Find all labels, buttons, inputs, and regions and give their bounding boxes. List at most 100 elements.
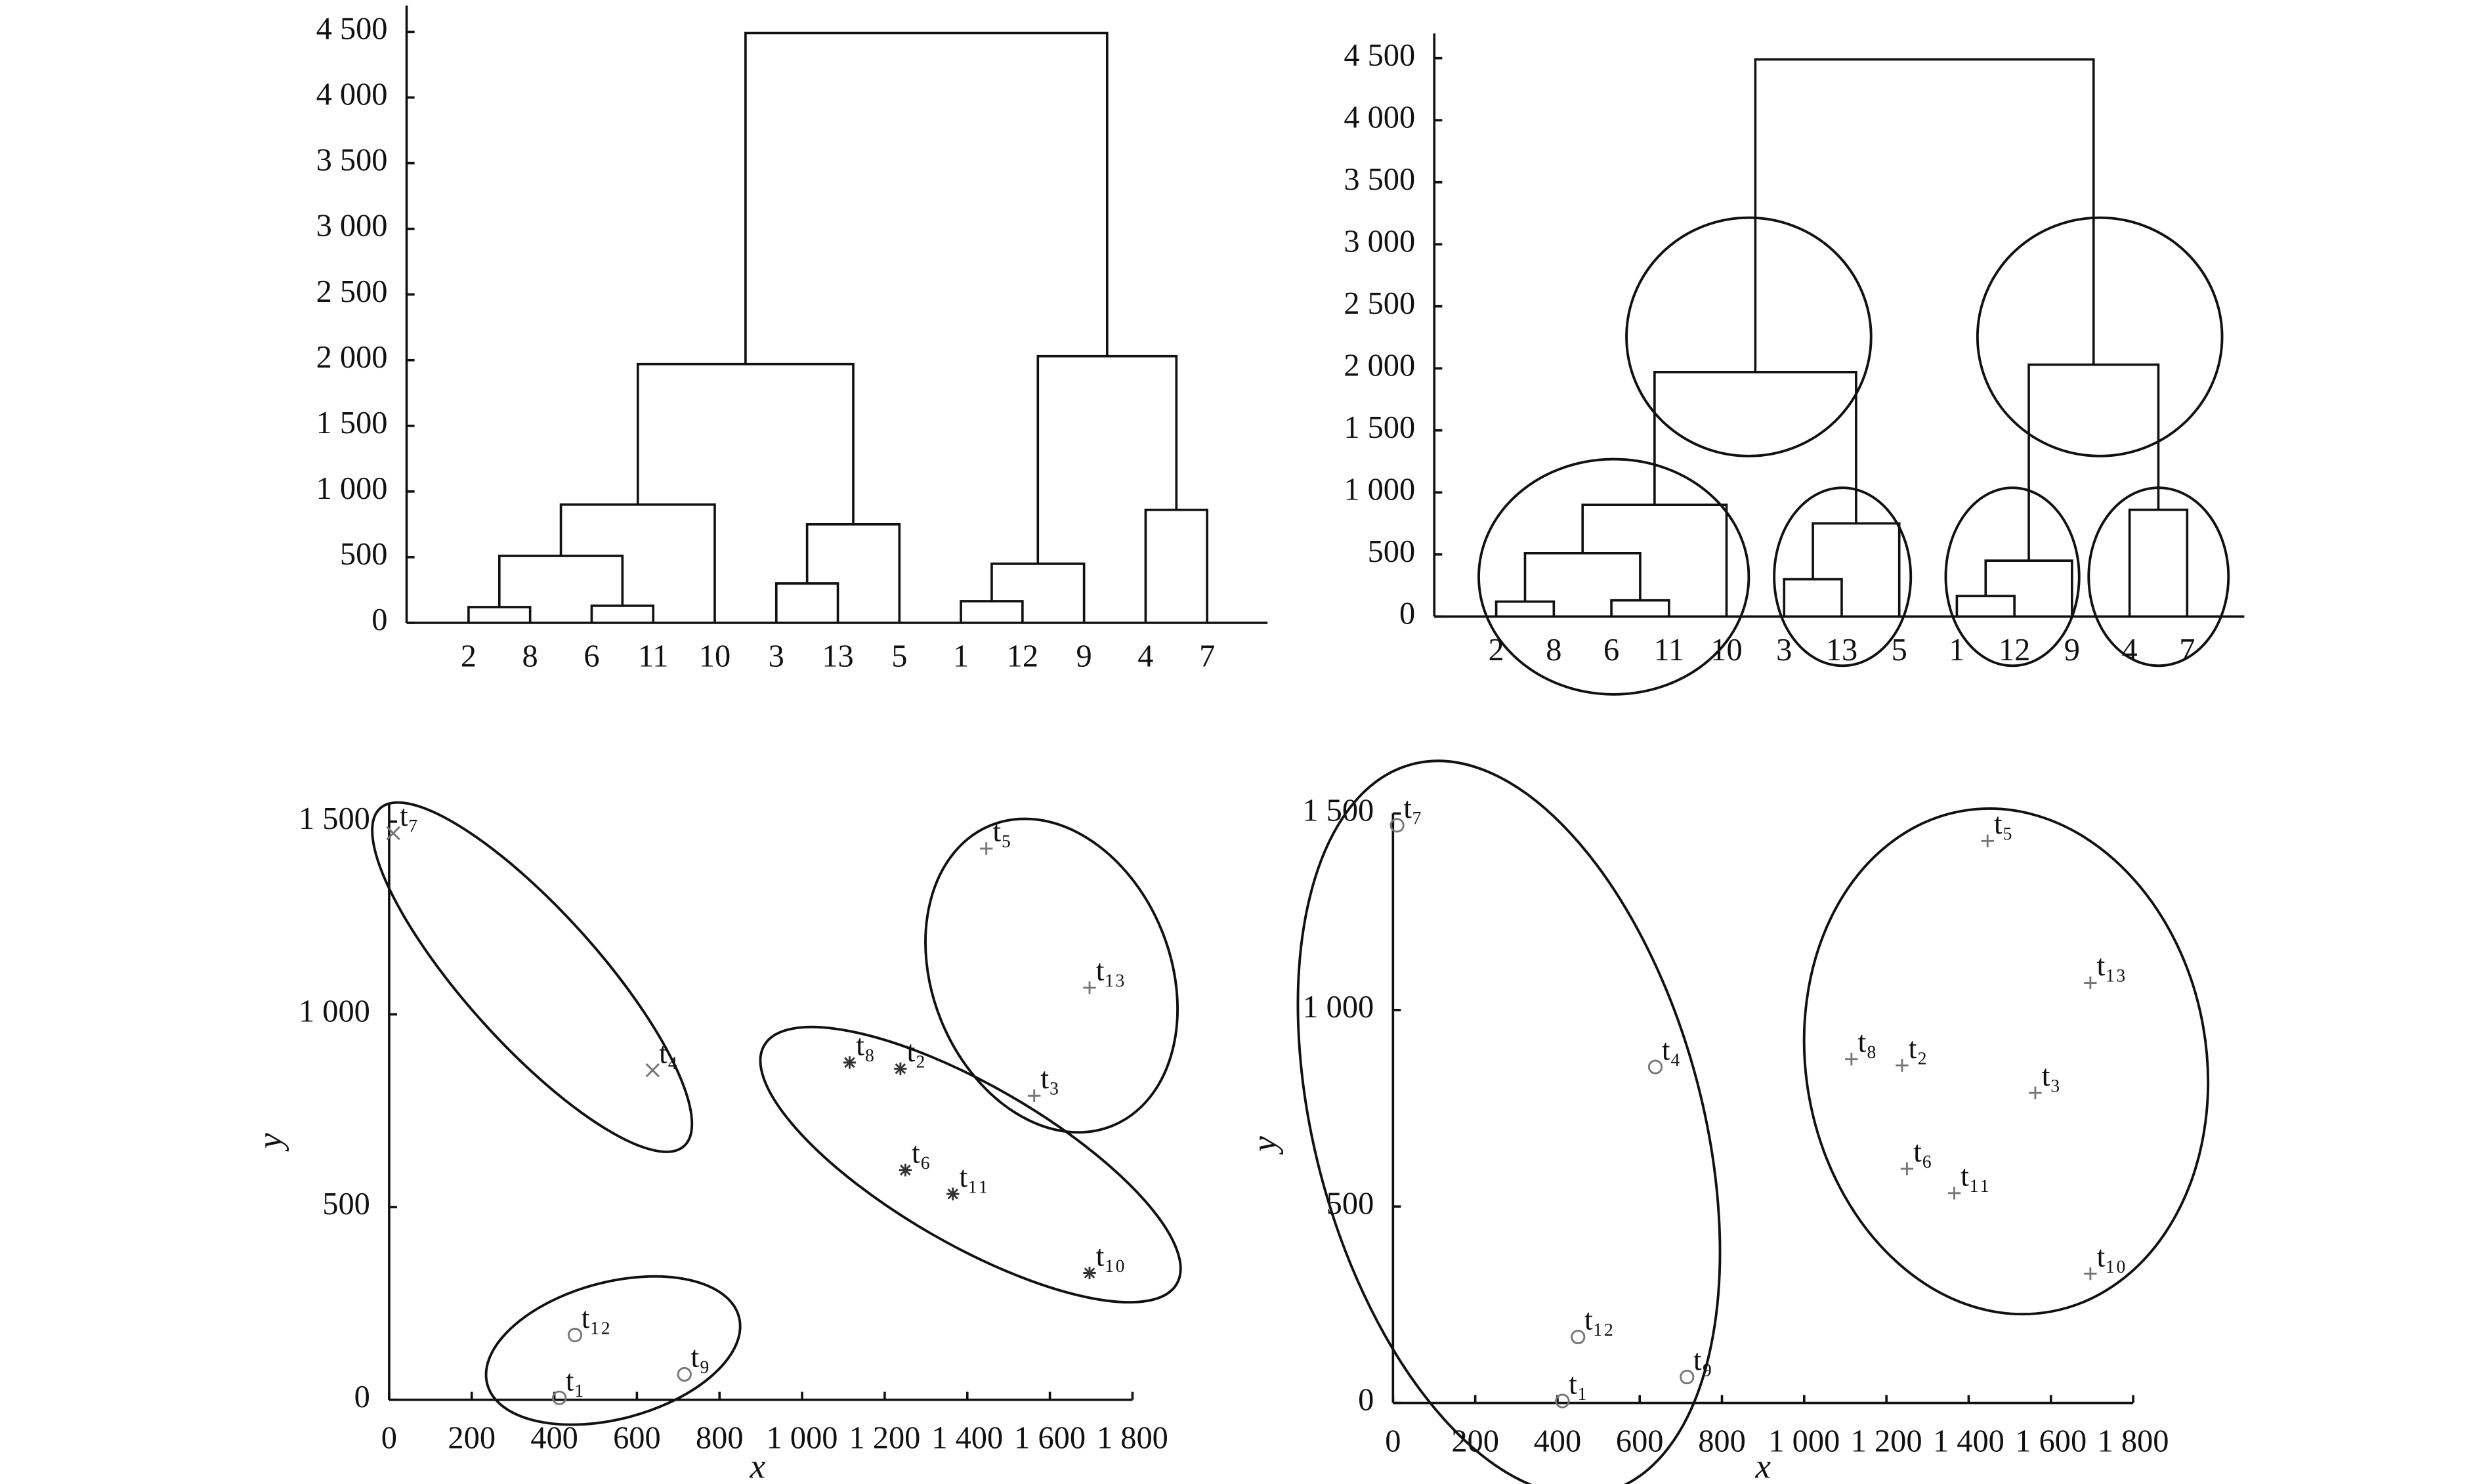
point bbox=[1647, 1059, 1663, 1074]
y-tick-label: 3 500 bbox=[1344, 162, 1415, 197]
leaf-label: 9 bbox=[2064, 633, 2080, 668]
dendrogram-link bbox=[1812, 522, 1901, 617]
x-tick-label: 800 bbox=[696, 1421, 744, 1456]
y-axis-label: y bbox=[1244, 1136, 1283, 1155]
y-tick-label: 4 000 bbox=[1344, 100, 1415, 135]
dendrogram-link bbox=[1754, 58, 2095, 372]
y-tick-label: 1 500 bbox=[1302, 794, 1374, 828]
y-tick-label: 1 000 bbox=[1302, 990, 1374, 1025]
point-label: t₁₀ bbox=[2097, 1239, 2127, 1273]
leaf-label: 13 bbox=[1826, 633, 1857, 668]
point-label: t₃ bbox=[2042, 1059, 2061, 1092]
point-label: t₁ bbox=[566, 1364, 585, 1397]
dendrogram-link bbox=[2027, 363, 2160, 561]
point bbox=[1845, 1052, 1858, 1066]
x-tick-label: 400 bbox=[1534, 1424, 1582, 1459]
point bbox=[894, 1062, 907, 1075]
point-label: t₆ bbox=[912, 1135, 931, 1169]
point-label: t₇ bbox=[400, 799, 419, 832]
y-tick-label: 1 000 bbox=[316, 471, 388, 506]
point-label: t₈ bbox=[1858, 1025, 1877, 1058]
y-tick-label: 0 bbox=[354, 1380, 370, 1414]
y-tick-label: 4 500 bbox=[316, 12, 388, 47]
x-axis-label: x bbox=[1754, 1447, 1771, 1484]
point-label: t₁ bbox=[1569, 1367, 1588, 1400]
panel: 0 500 1 000 1 500 0 200 400 600 800 1 000 1 200 1 4… bbox=[1244, 791, 2169, 1484]
y-tick-label: 2 500 bbox=[1344, 286, 1415, 321]
point-label: t₄ bbox=[659, 1036, 678, 1069]
point-label: t₁₂ bbox=[582, 1301, 611, 1334]
point-label: t₆ bbox=[1913, 1134, 1932, 1168]
leaf-label: 1 bbox=[1949, 633, 1964, 668]
leaf-label: 5 bbox=[1892, 633, 1907, 668]
cluster-ellipse bbox=[1802, 807, 2210, 1316]
cluster-annotations bbox=[371, 216, 2230, 1484]
leaf-label: 7 bbox=[2179, 633, 2195, 668]
dendrogram-link bbox=[2128, 508, 2189, 617]
point-label: t₁₃ bbox=[2097, 948, 2127, 982]
panel: 0 500 1 000 1 500 2 000 2 500 3 000 3 500 4 000 4… bbox=[1344, 33, 2245, 668]
leaf-label: 12 bbox=[1999, 633, 2030, 668]
x-tick-label: 1 200 bbox=[849, 1421, 920, 1456]
y-tick-label: 1 500 bbox=[316, 406, 388, 440]
point bbox=[645, 1063, 660, 1078]
y-tick-label: 500 bbox=[1368, 534, 1416, 569]
leaf-label: 2 bbox=[1489, 633, 1504, 668]
x-tick-label: 1 600 bbox=[2015, 1424, 2087, 1459]
dendrogram-link bbox=[990, 562, 1086, 623]
point bbox=[1571, 1329, 1586, 1345]
point-label: t₁₃ bbox=[1096, 954, 1126, 987]
leaf-label: 3 bbox=[1776, 633, 1792, 668]
point bbox=[1981, 834, 1994, 848]
y-tick-label: 2 000 bbox=[316, 340, 388, 375]
point-label: t₁₂ bbox=[1584, 1303, 1614, 1336]
leaf-label: 11 bbox=[638, 639, 669, 674]
dendrogram-link bbox=[1036, 354, 1178, 564]
cluster-ellipse bbox=[1976, 216, 2224, 457]
point bbox=[2084, 976, 2097, 990]
x-tick-label: 1 200 bbox=[1851, 1424, 1922, 1459]
point bbox=[1555, 1393, 1570, 1409]
x-tick-label: 200 bbox=[1451, 1424, 1499, 1459]
point bbox=[980, 842, 993, 855]
cluster-ellipse bbox=[1625, 216, 1873, 457]
point bbox=[1896, 1059, 1909, 1072]
leaf-label: 6 bbox=[1603, 633, 1619, 668]
leaf-label: 10 bbox=[699, 639, 731, 674]
leaf-label: 8 bbox=[1546, 633, 1561, 668]
dendrogram-link bbox=[498, 555, 624, 607]
dendrogram-link bbox=[1984, 559, 2073, 617]
leaf-label: 3 bbox=[769, 639, 784, 674]
y-tick-label: 2 000 bbox=[1344, 348, 1415, 383]
y-tick-label: 4 500 bbox=[1344, 38, 1415, 73]
point bbox=[843, 1056, 857, 1069]
x-tick-label: 1 400 bbox=[931, 1421, 1003, 1456]
point-label: t₄ bbox=[1662, 1032, 1681, 1066]
point bbox=[1028, 1089, 1041, 1103]
point-label: t₂ bbox=[1909, 1031, 1928, 1065]
y-tick-label: 3 500 bbox=[316, 143, 388, 178]
point-label: t₅ bbox=[992, 815, 1011, 848]
x-tick-label: 600 bbox=[1616, 1424, 1664, 1459]
cluster-ellipse bbox=[759, 1025, 1182, 1304]
point-label: t₁₁ bbox=[1961, 1159, 1990, 1193]
leaf-label: 12 bbox=[1007, 639, 1038, 674]
dendrogram-link bbox=[744, 32, 1109, 364]
point-label: t₁₁ bbox=[959, 1160, 988, 1193]
cluster-ellipse bbox=[484, 1275, 742, 1426]
cluster-ellipse bbox=[1296, 759, 1722, 1484]
y-axis-label: y bbox=[250, 1133, 289, 1152]
y-tick-label: 500 bbox=[1326, 1186, 1374, 1221]
point-label: t₁₀ bbox=[1096, 1239, 1126, 1272]
dendrogram-link bbox=[1783, 578, 1843, 617]
cluster-ellipse bbox=[1944, 486, 2081, 668]
leaf-label: 4 bbox=[2121, 633, 2137, 668]
y-tick-label: 4 000 bbox=[316, 77, 388, 112]
x-tick-label: 1 000 bbox=[767, 1421, 838, 1456]
dendrogram-link bbox=[1523, 552, 1642, 602]
point-label: t₉ bbox=[690, 1340, 710, 1374]
y-tick-label: 3 000 bbox=[1344, 224, 1415, 259]
leaf-label: 9 bbox=[1076, 639, 1092, 674]
